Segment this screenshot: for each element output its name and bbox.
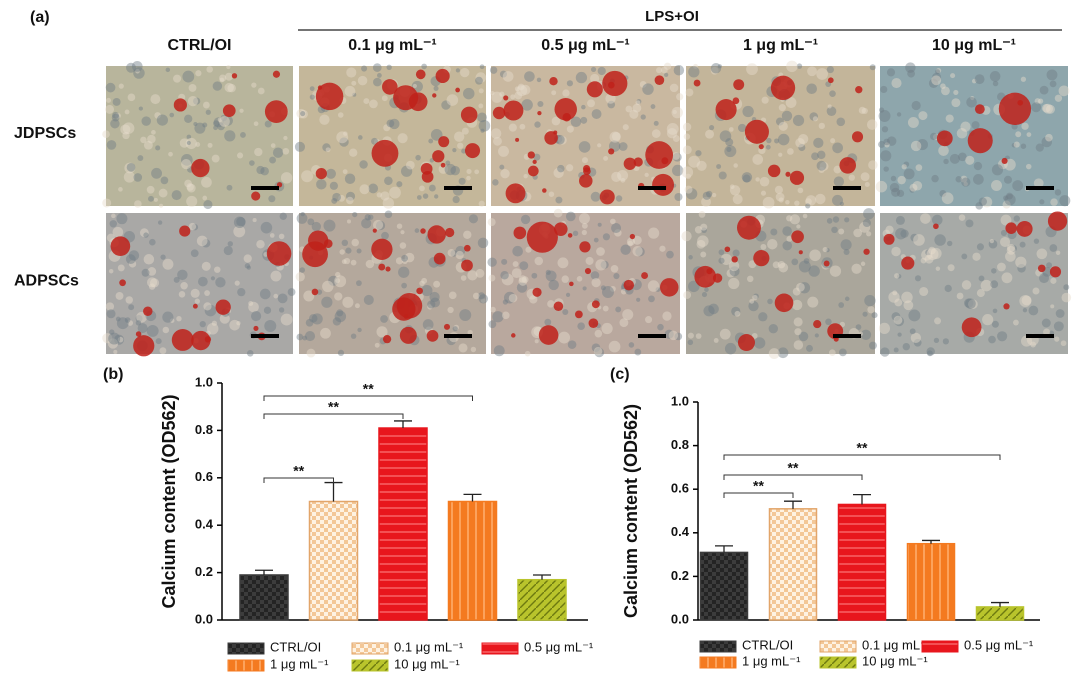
- column-label: 10 μg mL⁻¹: [932, 37, 1016, 54]
- y-tick-label: 1.0: [671, 393, 689, 408]
- legend-label: 1 μg mL⁻¹: [270, 656, 329, 671]
- y-axis-title: Calcium content (OD562): [621, 404, 641, 618]
- y-tick-label: 1.0: [195, 374, 213, 389]
- bar: [517, 578, 567, 621]
- micrograph: [875, 62, 1071, 210]
- error-bar: [394, 420, 412, 429]
- legend-swatch: [227, 642, 265, 655]
- legend-label: CTRL/OI: [270, 639, 321, 654]
- significance-label: **: [753, 478, 764, 494]
- micrograph: [489, 62, 685, 206]
- y-tick-label: 0.8: [671, 437, 689, 452]
- bar: [378, 427, 428, 621]
- error-bar: [991, 601, 1009, 607]
- legend-label: 10 μg mL⁻¹: [862, 653, 928, 668]
- significance-label: **: [328, 399, 339, 415]
- bar: [837, 503, 887, 621]
- error-bar: [533, 574, 551, 580]
- column-label: 1 μg mL⁻¹: [743, 37, 818, 54]
- micrograph: [681, 208, 878, 360]
- bar: [768, 508, 818, 621]
- error-bar: [715, 545, 733, 553]
- y-tick-label: 0.2: [671, 568, 689, 583]
- micrograph: [487, 208, 683, 358]
- significance-label: **: [363, 381, 374, 397]
- significance-bracket: [723, 492, 794, 498]
- significance-bracket: [723, 454, 1001, 460]
- legend-label: CTRL/OI: [742, 637, 793, 652]
- y-tick-label: 0.8: [195, 422, 213, 437]
- significance-bracket: [263, 395, 473, 401]
- legend-swatch: [699, 656, 737, 669]
- legend-label: 0.1 μg mL⁻¹: [394, 639, 464, 654]
- legend-swatch: [351, 659, 389, 672]
- bar: [699, 551, 749, 621]
- group-label: LPS+OI: [645, 8, 699, 25]
- legend-label: 0.5 μg mL⁻¹: [524, 639, 594, 654]
- legend-swatch: [481, 642, 519, 655]
- bar: [308, 500, 359, 621]
- significance-bracket: [723, 474, 863, 480]
- column-label: 0.5 μg mL⁻¹: [541, 37, 629, 54]
- error-bar: [255, 569, 273, 575]
- y-tick-label: 0.6: [195, 469, 213, 484]
- error-bar: [853, 494, 871, 505]
- error-bar: [324, 481, 343, 502]
- legend-label: 10 μg mL⁻¹: [394, 656, 460, 671]
- row-label: ADPSCs: [14, 273, 79, 290]
- significance-bracket: [263, 477, 334, 483]
- y-tick-label: 0.0: [671, 611, 689, 626]
- bar: [975, 606, 1025, 621]
- panel-label: (a): [30, 9, 50, 26]
- panel-label: (b): [103, 366, 123, 383]
- micrograph: [102, 61, 293, 210]
- y-tick-label: 0.0: [195, 611, 213, 626]
- micrograph: [294, 63, 491, 209]
- legend-swatch: [699, 640, 737, 653]
- column-label: CTRL/OI: [168, 37, 232, 54]
- y-tick-label: 0.4: [671, 524, 690, 539]
- y-tick-label: 0.6: [671, 481, 689, 496]
- error-bar: [922, 539, 940, 544]
- significance-bracket: [263, 413, 404, 419]
- y-axis-title: Calcium content (OD562): [159, 394, 179, 608]
- significance-label: **: [293, 463, 304, 479]
- y-tick-label: 0.2: [195, 564, 213, 579]
- legend-swatch: [227, 659, 265, 672]
- legend-swatch: [351, 642, 389, 655]
- micrograph: [681, 60, 878, 209]
- error-bar: [784, 500, 802, 509]
- row-label: JDPSCs: [14, 125, 76, 142]
- legend-label: 0.1 μg mL⁻¹: [862, 637, 932, 652]
- legend-label: 0.5 μg mL⁻¹: [964, 637, 1034, 652]
- micrograph: [878, 211, 1072, 357]
- significance-label: **: [788, 460, 799, 476]
- panel-label: (c): [610, 366, 630, 383]
- significance-label: **: [857, 440, 868, 456]
- legend-swatch: [819, 640, 857, 653]
- bar: [239, 574, 289, 621]
- bar: [447, 500, 498, 621]
- legend-swatch: [921, 640, 959, 653]
- micrograph: [102, 212, 296, 357]
- y-tick-label: 0.4: [195, 517, 214, 532]
- legend-label: 1 μg mL⁻¹: [742, 653, 801, 668]
- column-label: 0.1 μg mL⁻¹: [348, 37, 436, 54]
- error-bar: [463, 493, 482, 502]
- micrograph: [295, 210, 489, 358]
- bar: [906, 542, 956, 621]
- legend-swatch: [819, 656, 857, 669]
